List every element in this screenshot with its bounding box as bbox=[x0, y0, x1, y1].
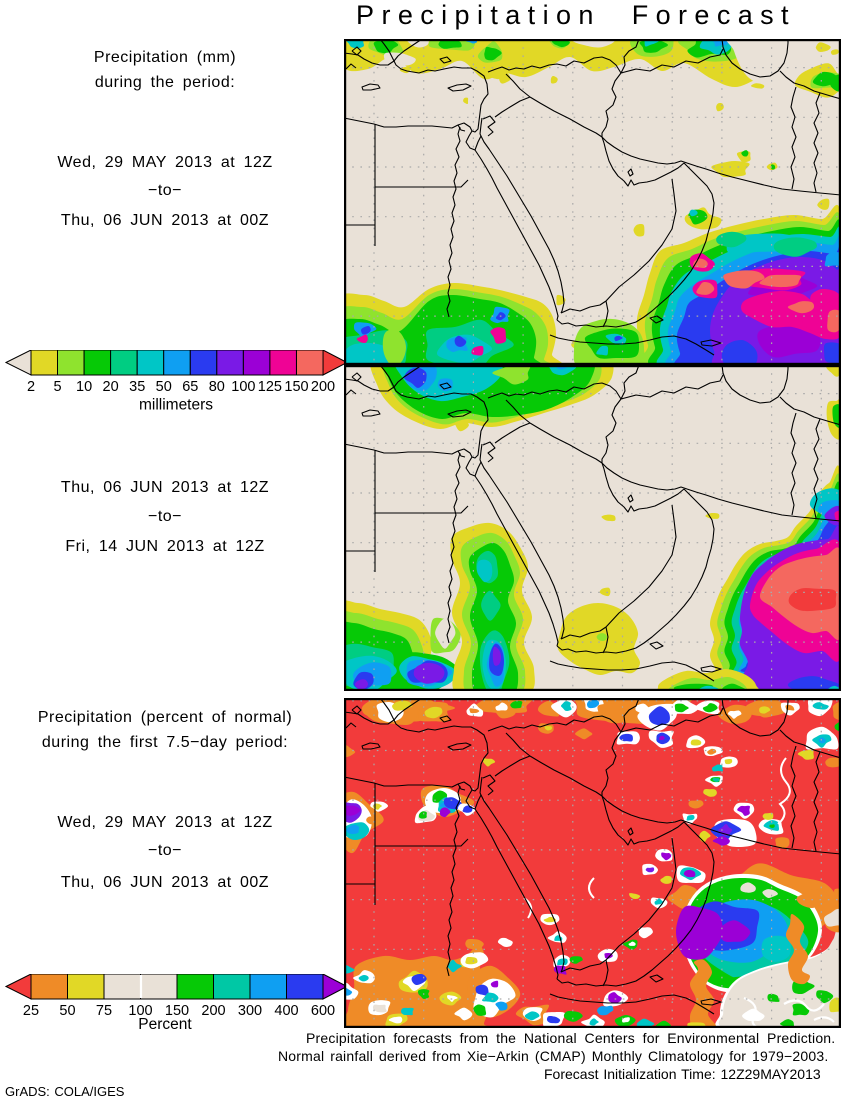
svg-text:65: 65 bbox=[182, 379, 198, 395]
svg-text:millimeters: millimeters bbox=[139, 397, 213, 414]
svg-text:2: 2 bbox=[27, 379, 35, 395]
svg-text:50: 50 bbox=[59, 1003, 75, 1019]
svg-text:5: 5 bbox=[53, 379, 61, 395]
svg-text:200: 200 bbox=[311, 379, 335, 395]
svg-text:10: 10 bbox=[76, 379, 92, 395]
svg-text:600: 600 bbox=[311, 1003, 335, 1019]
svg-text:75: 75 bbox=[96, 1003, 112, 1019]
svg-text:25: 25 bbox=[23, 1003, 39, 1019]
svg-text:125: 125 bbox=[258, 379, 282, 395]
svg-text:50: 50 bbox=[156, 379, 172, 395]
svg-text:80: 80 bbox=[209, 379, 225, 395]
svg-text:150: 150 bbox=[165, 1003, 189, 1019]
svg-text:400: 400 bbox=[274, 1003, 298, 1019]
svg-text:200: 200 bbox=[201, 1003, 225, 1019]
svg-text:300: 300 bbox=[238, 1003, 262, 1019]
svg-text:35: 35 bbox=[129, 379, 145, 395]
svg-text:Percent: Percent bbox=[138, 1016, 192, 1033]
svg-text:100: 100 bbox=[231, 379, 255, 395]
svg-text:100: 100 bbox=[128, 1003, 152, 1019]
svg-text:20: 20 bbox=[103, 379, 119, 395]
svg-text:150: 150 bbox=[284, 379, 308, 395]
